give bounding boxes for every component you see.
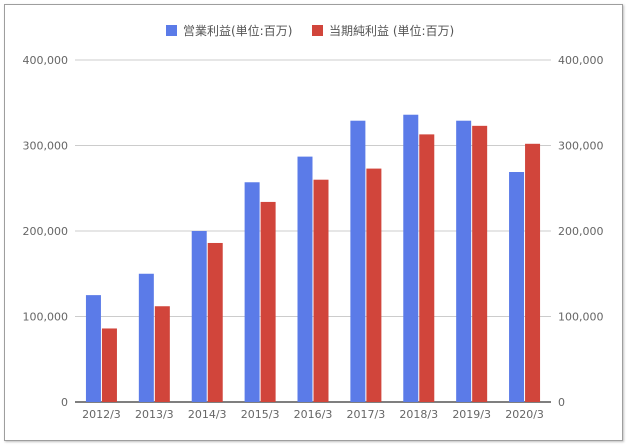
x-tick-label: 2020/3: [505, 408, 544, 421]
bar-operating-profit: [138, 273, 154, 402]
bar-net-profit: [366, 168, 382, 402]
gridlines: [75, 59, 551, 403]
x-tick-label: 2013/3: [135, 408, 174, 421]
bar-operating-profit: [350, 120, 366, 402]
y-axis-left: 0 100,000 200,000 300,000 400,000: [23, 54, 69, 409]
bar-operating-profit: [244, 182, 260, 402]
legend-swatch: [166, 25, 177, 36]
bar-net-profit: [419, 134, 435, 402]
bar-operating-profit: [191, 231, 207, 402]
y-tick-label-left: 0: [61, 396, 68, 409]
y-tick-label-right: 0: [558, 396, 565, 409]
x-tick-label: 2019/3: [452, 408, 491, 421]
bars: [85, 114, 541, 403]
bar-operating-profit: [403, 114, 419, 402]
legend-label: 営業利益(単位:百万): [183, 23, 292, 38]
legend-label: 当期純利益 (単位:百万): [329, 23, 454, 38]
y-tick-label-left: 100,000: [23, 311, 69, 324]
x-tick-label: 2018/3: [399, 408, 438, 421]
bar-operating-profit: [85, 295, 101, 402]
y-tick-label-right: 400,000: [558, 54, 604, 67]
bar-operating-profit: [297, 156, 313, 402]
x-tick-label: 2017/3: [347, 408, 386, 421]
y-tick-label-right: 200,000: [558, 225, 604, 238]
x-tick-label: 2015/3: [241, 408, 280, 421]
y-tick-label-right: 100,000: [558, 311, 604, 324]
bar-operating-profit: [509, 172, 525, 402]
bar-net-profit: [154, 306, 170, 402]
y-axis-right: 0 100,000 200,000 300,000 400,000: [558, 54, 604, 409]
legend-swatch: [312, 25, 323, 36]
y-tick-label-left: 200,000: [23, 225, 69, 238]
y-tick-label-right: 300,000: [558, 140, 604, 153]
y-tick-label-left: 300,000: [23, 140, 69, 153]
bar-net-profit: [207, 242, 223, 402]
bar-net-profit: [313, 179, 329, 402]
x-tick-label: 2012/3: [82, 408, 121, 421]
y-tick-label-left: 400,000: [23, 54, 69, 67]
x-tick-label: 2016/3: [294, 408, 333, 421]
bar-net-profit: [101, 328, 117, 402]
legend: 営業利益(単位:百万) 当期純利益 (単位:百万): [166, 23, 454, 38]
bar-net-profit: [472, 125, 488, 403]
bar-net-profit: [525, 143, 541, 403]
x-axis-labels: 2012/3 2013/3 2014/3 2015/3 2016/3 2017/3 2018…: [82, 408, 544, 421]
x-tick-label: 2014/3: [188, 408, 227, 421]
bar-net-profit: [260, 201, 276, 402]
bar-operating-profit: [456, 120, 472, 402]
